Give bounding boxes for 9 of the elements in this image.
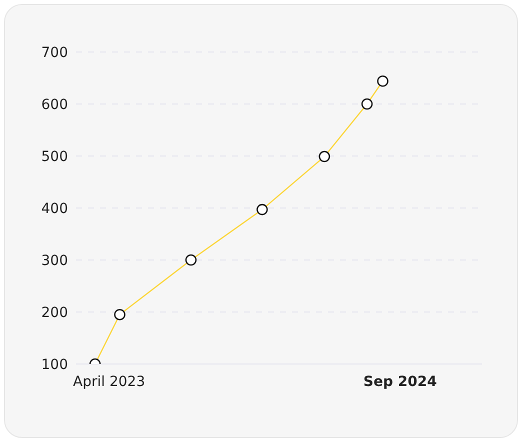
y-tick-label: 300 (41, 252, 68, 269)
y-tick-label: 400 (41, 200, 68, 217)
x-tick-label: Sep 2024 (363, 374, 438, 390)
y-tick-label: 500 (41, 148, 68, 165)
y-tick-label: 200 (41, 304, 68, 321)
y-tick-label: 700 (41, 44, 68, 61)
x-tick-label: April 2023 (73, 374, 146, 390)
y-tick-label: 600 (41, 96, 68, 113)
y-tick-label: 100 (41, 356, 68, 373)
